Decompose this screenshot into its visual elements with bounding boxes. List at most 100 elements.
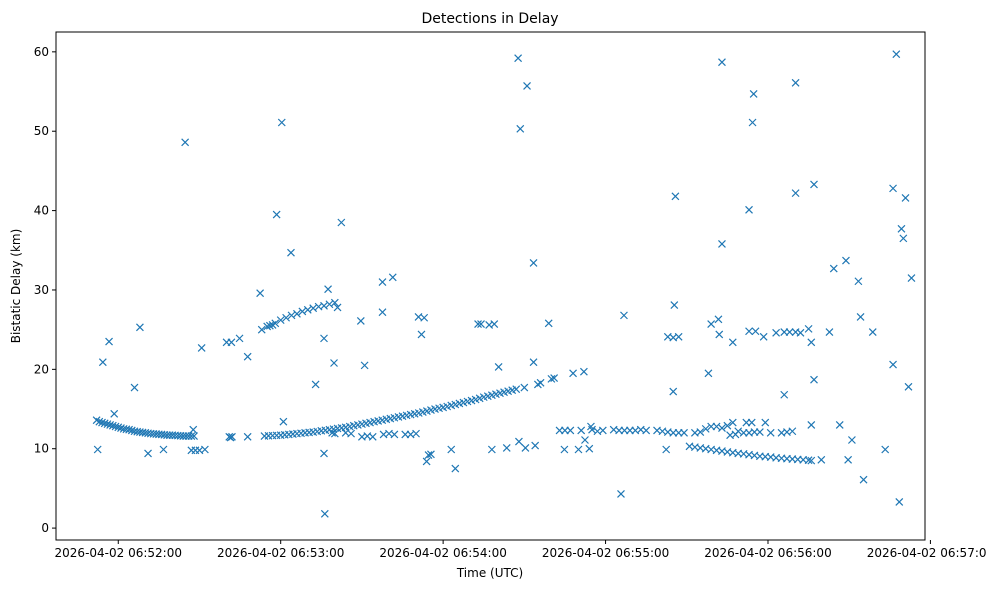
data-point-marker <box>320 301 328 310</box>
data-point-marker <box>642 426 651 435</box>
data-point-marker <box>791 78 800 87</box>
data-point-marker <box>422 457 431 466</box>
data-point-marker <box>536 378 545 387</box>
data-point-marker <box>780 390 789 399</box>
data-point-marker <box>810 180 818 189</box>
data-point-marker <box>723 421 732 430</box>
data-point-marker <box>130 383 139 392</box>
data-point-marker <box>804 324 813 333</box>
data-point-marker <box>417 330 426 339</box>
data-point-marker <box>243 352 252 361</box>
data-point-marker <box>854 277 863 286</box>
chart-title: Detections in Delay <box>421 11 558 27</box>
data-point-marker <box>712 422 721 431</box>
data-point-marker <box>807 420 816 429</box>
data-point-marker <box>788 427 797 436</box>
data-point-marker <box>620 311 628 320</box>
data-point-marker <box>807 338 816 347</box>
data-point-marker <box>529 259 538 267</box>
data-point-marker <box>271 319 280 328</box>
data-point-marker <box>227 338 236 347</box>
data-point-marker <box>243 432 252 441</box>
data-point-marker <box>320 449 328 458</box>
data-point-marker <box>674 332 683 341</box>
data-point-marker <box>587 422 595 431</box>
data-point-marker <box>515 437 523 446</box>
data-point-marker <box>330 429 339 438</box>
data-point-marker <box>807 456 816 465</box>
data-point-marker <box>95 417 104 426</box>
data-point-marker <box>105 337 113 346</box>
data-point-marker <box>577 426 586 435</box>
data-point-marker <box>529 358 538 367</box>
data-point-marker <box>311 380 320 389</box>
data-point-marker <box>276 316 285 325</box>
data-point-marker <box>796 328 805 337</box>
data-point-marker <box>904 382 913 391</box>
data-point-marker <box>420 313 429 322</box>
data-point-marker <box>868 328 877 336</box>
y-tick-label: 40 <box>34 204 49 218</box>
data-point-marker <box>263 322 272 331</box>
data-point-marker <box>718 240 726 248</box>
data-point-marker <box>581 436 589 444</box>
data-point-marker <box>378 308 387 317</box>
x-axis-label: Time (UTC) <box>456 566 523 580</box>
data-point-marker <box>617 490 625 498</box>
data-point-marker <box>187 432 196 440</box>
data-point-marker <box>333 303 342 312</box>
data-point-marker <box>360 361 369 370</box>
data-point-marker <box>189 425 198 434</box>
data-point-marker <box>93 445 102 454</box>
data-point-marker <box>390 430 399 439</box>
data-point-marker <box>728 338 737 347</box>
data-point-marker <box>747 418 756 427</box>
data-point-marker <box>669 387 678 396</box>
data-point-marker <box>514 54 523 63</box>
data-point-marker <box>856 313 865 321</box>
data-point-marker <box>761 418 770 427</box>
data-point-marker <box>197 343 206 352</box>
y-tick-label: 30 <box>34 283 49 297</box>
data-point-marker <box>265 321 274 330</box>
data-point-marker <box>106 420 115 429</box>
data-point-marker <box>103 420 112 429</box>
data-point-marker <box>847 436 856 444</box>
data-point-marker <box>114 423 123 432</box>
data-point-marker <box>293 309 301 318</box>
data-point-marker <box>859 475 868 484</box>
x-tick-label: 2026-04-02 06:54:00 <box>379 546 506 560</box>
data-point-marker <box>810 375 818 384</box>
data-point-marker <box>502 444 511 452</box>
data-point-marker <box>728 418 737 427</box>
data-point-marker <box>766 428 775 437</box>
data-point-marker <box>804 456 813 465</box>
data-point-marker <box>111 422 120 431</box>
data-point-marker <box>842 256 850 265</box>
data-point-marker <box>749 89 758 98</box>
data-point-marker <box>181 138 190 147</box>
data-point-marker <box>309 304 318 313</box>
data-point-marker <box>751 327 760 336</box>
data-point-marker <box>585 444 594 453</box>
y-tick-label: 60 <box>34 45 49 59</box>
data-point-marker <box>235 334 244 343</box>
data-point-marker <box>108 421 117 430</box>
data-point-marker <box>328 428 337 437</box>
data-point-marker <box>368 432 377 441</box>
data-point-marker <box>347 429 356 438</box>
data-point-marker <box>427 450 435 459</box>
data-point-marker <box>125 425 134 434</box>
data-point-marker <box>378 278 387 286</box>
data-point-marker <box>477 320 485 329</box>
data-point-marker <box>670 301 679 309</box>
data-point-marker <box>287 311 296 320</box>
data-point-marker <box>487 445 496 454</box>
data-point-marker <box>817 455 826 464</box>
data-point-marker <box>892 50 901 59</box>
data-point-marker <box>707 320 716 329</box>
data-point-marker <box>523 82 531 90</box>
data-point-marker <box>256 289 265 298</box>
data-point-marker <box>718 424 726 433</box>
